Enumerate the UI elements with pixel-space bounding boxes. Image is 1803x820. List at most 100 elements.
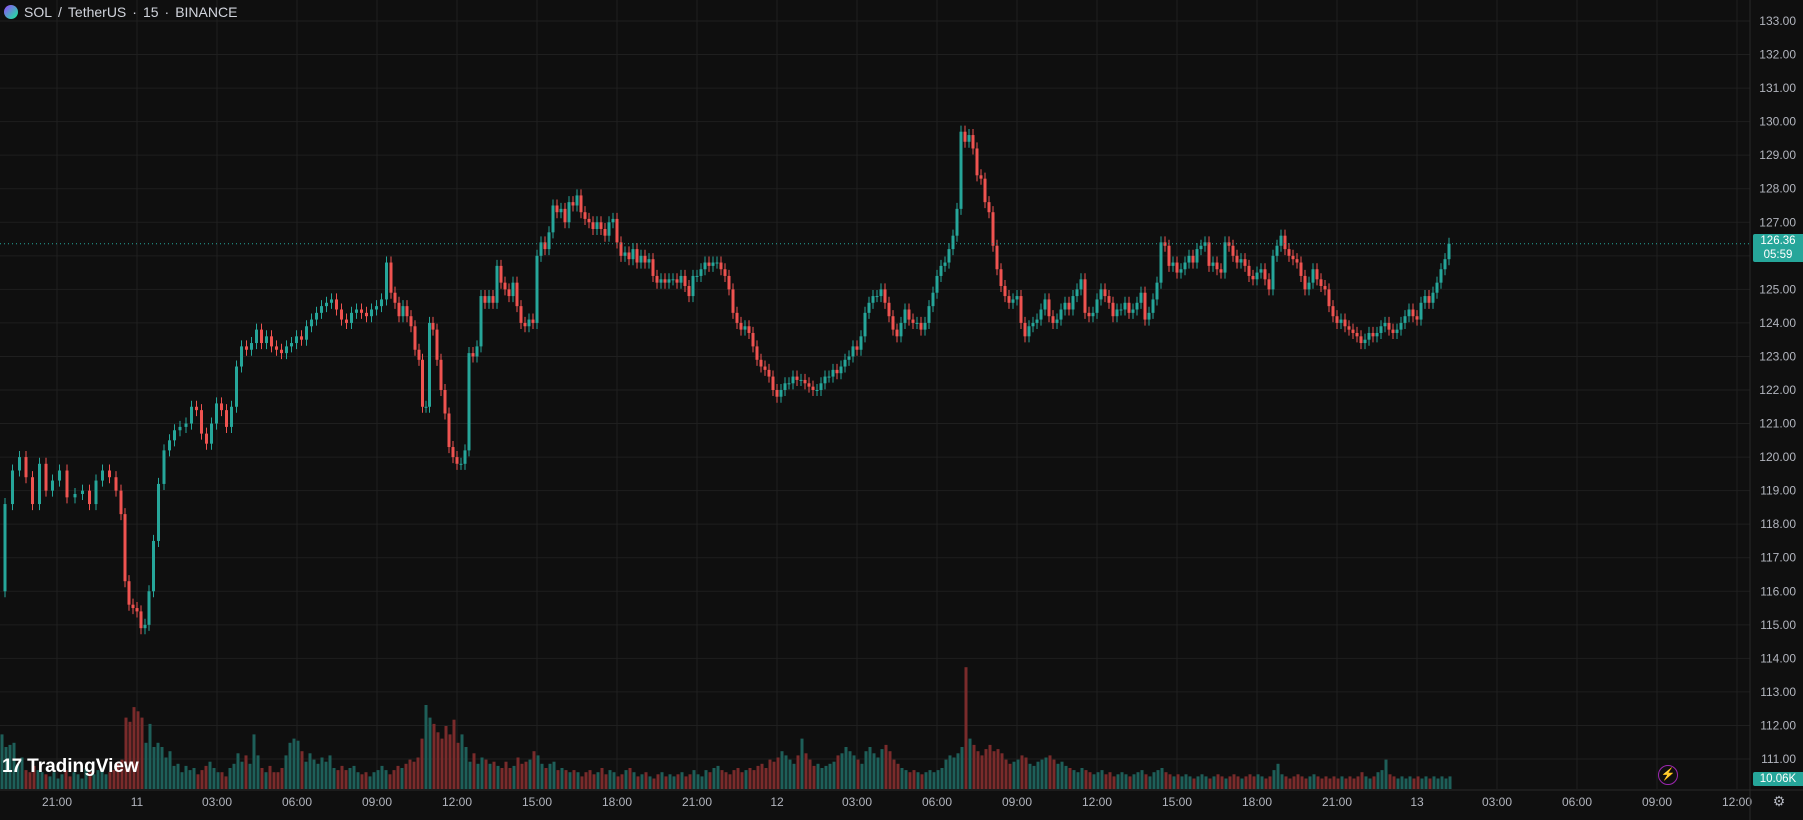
volume-bar xyxy=(756,765,760,789)
candle-body xyxy=(467,353,471,451)
candle-body xyxy=(1303,275,1307,290)
volume-bar xyxy=(368,776,372,789)
volume-bar xyxy=(400,768,404,789)
candle-body xyxy=(647,259,651,263)
volume-bar xyxy=(304,761,308,789)
volume-bar xyxy=(1412,778,1416,789)
candle-body xyxy=(147,591,151,625)
volume-bar xyxy=(892,759,896,789)
candle-body xyxy=(18,457,21,471)
candle-body xyxy=(699,269,703,276)
volume-bar xyxy=(364,772,368,789)
candle-body xyxy=(935,275,939,293)
gear-icon[interactable]: ⚙ xyxy=(1772,793,1786,809)
volume-bar xyxy=(644,772,648,789)
volume-bar xyxy=(616,776,620,789)
candle-body xyxy=(401,306,405,317)
candle-body xyxy=(1083,279,1087,313)
volume-bar xyxy=(340,765,344,789)
candle-body xyxy=(1035,319,1039,323)
volume-bar xyxy=(1232,774,1236,789)
candle-body xyxy=(1347,326,1351,330)
volume-bar xyxy=(1260,776,1264,789)
volume-bar xyxy=(1436,778,1440,789)
candle-body xyxy=(1115,309,1119,317)
candle-body xyxy=(1311,269,1315,283)
volume-bar xyxy=(104,774,108,789)
volume-bar xyxy=(72,772,76,789)
candle-body xyxy=(687,286,691,297)
candle-body xyxy=(655,275,659,283)
candle-body xyxy=(959,131,963,209)
tradingview-logo[interactable]: 17 TradingView xyxy=(2,756,139,778)
x-tick-label: 15:00 xyxy=(522,795,552,809)
dot-separator: · xyxy=(164,4,170,20)
volume-bar xyxy=(640,774,644,789)
candle-body xyxy=(260,329,263,344)
candle-body xyxy=(503,282,507,290)
volume-bar xyxy=(916,772,920,789)
volume-bar xyxy=(1012,761,1016,789)
volume-bar xyxy=(1212,776,1216,789)
candle-body xyxy=(1427,296,1431,303)
x-tick-label: 09:00 xyxy=(362,795,392,809)
x-tick-label: 12 xyxy=(770,795,784,809)
candle-body xyxy=(1431,292,1435,303)
volume-bar xyxy=(528,759,532,789)
candle-body xyxy=(843,359,847,367)
candle-body xyxy=(927,306,931,323)
candle-body xyxy=(1279,235,1283,246)
candle-body xyxy=(24,457,28,478)
candle-body xyxy=(671,279,675,281)
candle-body xyxy=(767,369,771,377)
volume-bar xyxy=(1136,772,1140,789)
candle-body xyxy=(280,349,283,354)
volume-bar xyxy=(560,768,564,789)
volume-bar xyxy=(384,770,388,789)
volume-bar xyxy=(44,774,48,789)
candle-body xyxy=(1287,249,1291,256)
volume-bar xyxy=(328,755,332,789)
volume-bar xyxy=(36,770,40,789)
volume-bar xyxy=(88,772,92,789)
candle-body xyxy=(1143,292,1147,320)
volume-bar xyxy=(620,774,624,789)
volume-bar xyxy=(428,717,432,789)
candle-body xyxy=(527,319,531,327)
candle-body xyxy=(755,346,759,360)
volume-bar xyxy=(1168,774,1172,789)
volume-bar xyxy=(52,772,56,789)
volume-bar xyxy=(1208,778,1212,789)
candle-body xyxy=(483,296,487,303)
candle-body xyxy=(240,346,243,367)
volume-bar xyxy=(664,776,668,789)
candle-body xyxy=(591,222,595,229)
volume-bar xyxy=(1428,778,1432,789)
x-tick-label: 09:00 xyxy=(1642,795,1672,809)
candle-body xyxy=(114,477,118,491)
x-tick-label: 18:00 xyxy=(602,795,632,809)
candle-body xyxy=(955,208,959,236)
candle-body xyxy=(855,346,859,350)
candle-body xyxy=(835,369,839,374)
volume-bar xyxy=(936,770,940,789)
last-volume-value: 10.06K xyxy=(1759,773,1797,785)
candle-body xyxy=(539,242,543,256)
symbol-header[interactable]: SOL / TetherUS · 15 · BINANCE xyxy=(4,3,237,21)
volume-bar xyxy=(996,749,1000,789)
volume-bar xyxy=(440,738,444,789)
volume-bar xyxy=(168,751,172,789)
lightning-icon[interactable]: ⚡ xyxy=(1658,765,1678,785)
candle-body xyxy=(168,440,171,451)
volume-bar xyxy=(532,751,536,789)
candle-body xyxy=(1031,322,1035,327)
volume-bar xyxy=(984,749,988,789)
volume-bar xyxy=(1372,776,1376,789)
candle-body xyxy=(1315,269,1319,280)
volume-bar xyxy=(712,768,716,789)
volume-bar xyxy=(504,761,508,789)
volume-bar xyxy=(632,772,636,789)
volume-bar xyxy=(380,765,384,789)
